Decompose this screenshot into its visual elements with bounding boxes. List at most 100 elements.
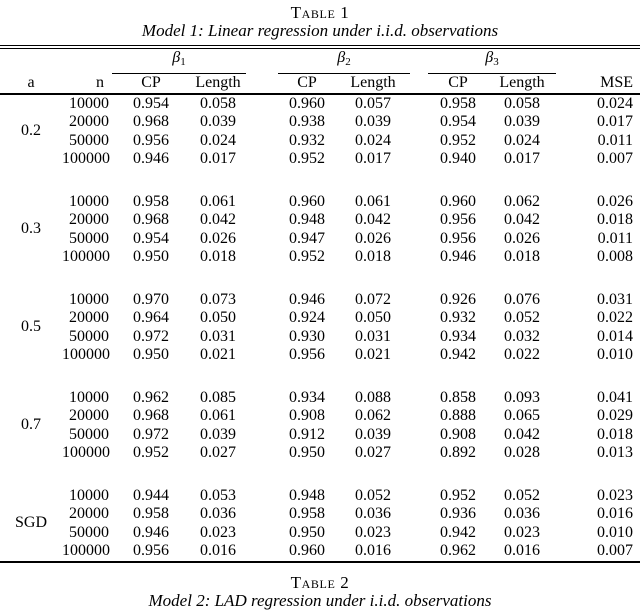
corner-mse-cell	[556, 47, 640, 73]
column-gap	[246, 150, 278, 169]
mse-value: 0.014	[597, 327, 633, 345]
group-label: SGD	[14, 514, 47, 532]
cp-beta3-value: 0.942	[440, 523, 476, 541]
table-row: 20000 0.968 0.039 0.938 0.039 0.954 0.039 0.017	[0, 113, 640, 132]
length-beta1-value: 0.026	[200, 229, 236, 247]
group-header-beta2: β2	[278, 47, 410, 74]
column-gap	[246, 94, 278, 114]
beta2-symbol: β	[337, 49, 346, 66]
n-value: 50000	[69, 523, 109, 541]
cp-beta3-value: 0.858	[440, 388, 476, 406]
column-gap	[246, 487, 278, 506]
table-row: 50000 0.972 0.031 0.930 0.031 0.934 0.032 0.014	[0, 328, 640, 347]
length-beta1-value: 0.061	[200, 192, 236, 210]
length-beta1-value: 0.023	[200, 523, 236, 541]
cp-beta1-value: 0.946	[133, 150, 169, 167]
paper-page: Table 1 Model 1: Linear regression under…	[0, 4, 640, 609]
column-gap	[410, 328, 428, 347]
block-spacer	[0, 365, 640, 389]
n-value: 100000	[62, 444, 110, 461]
cp-beta3-value: 0.962	[440, 542, 476, 559]
group-header-beta1: β1	[112, 47, 246, 74]
table-row: 0.2 10000 0.954 0.058 0.960 0.057 0.958 0.058 0.…	[0, 94, 640, 140]
length-beta2-value: 0.031	[355, 327, 391, 345]
table-row: 0.7 10000 0.962 0.085 0.934 0.088 0.858 0.093 0.…	[0, 388, 640, 434]
table-row: 20000 0.968 0.061 0.908 0.062 0.888 0.065 0.029	[0, 407, 640, 426]
mse-value: 0.007	[597, 150, 633, 167]
table-row: 100000 0.952 0.027 0.950 0.027 0.892 0.028 0.01…	[0, 444, 640, 463]
length-beta2-value: 0.023	[355, 523, 391, 541]
beta3-symbol: β	[485, 49, 494, 66]
cp-beta1-value: 0.972	[133, 327, 169, 345]
n-value: 20000	[69, 407, 109, 424]
table-row: 50000 0.956 0.024 0.932 0.024 0.952 0.024 0.011	[0, 132, 640, 151]
column-gap	[410, 211, 428, 230]
column-gap	[246, 542, 278, 562]
table2-subtitle: Model 2: LAD regression under i.i.d. obs…	[148, 590, 492, 610]
cp-beta3-value: 0.934	[440, 327, 476, 345]
n-value: 50000	[69, 131, 109, 149]
table-row: 20000 0.968 0.042 0.948 0.042 0.956 0.042 0.018	[0, 211, 640, 230]
cp-beta1-value: 0.954	[133, 229, 169, 247]
cp-beta1-value: 0.968	[133, 407, 169, 424]
length-beta2-value: 0.061	[355, 192, 391, 210]
length-beta3-value: 0.023	[504, 523, 540, 541]
cp-beta2-value: 0.952	[289, 150, 325, 167]
column-gap	[246, 346, 278, 365]
length-beta3-value: 0.052	[504, 486, 540, 504]
column-gap	[410, 542, 428, 562]
result-block: SGD 10000 0.944 0.053 0.948 0.052 0.952 0.052 0.…	[0, 487, 640, 562]
block-spacer-cell	[0, 267, 640, 291]
mse-value: 0.024	[597, 94, 633, 112]
cp-beta3-value: 0.956	[440, 211, 476, 228]
block-spacer-cell	[0, 365, 640, 389]
cp-beta1-value: 0.956	[133, 542, 169, 559]
length-beta3-value: 0.093	[504, 388, 540, 406]
n-value: 20000	[69, 505, 109, 522]
mse-value: 0.007	[597, 542, 633, 559]
table1-subtitle: Model 1: Linear regression under i.i.d. …	[141, 21, 499, 40]
column-gap	[410, 113, 428, 132]
column-gap	[410, 248, 428, 267]
table-row: SGD 10000 0.944 0.053 0.948 0.052 0.952 0.052 0.…	[0, 486, 640, 532]
cp-beta1-value: 0.964	[133, 309, 169, 326]
cp-beta2-value: 0.950	[289, 523, 325, 541]
mse-value: 0.029	[597, 407, 633, 424]
table2-caption: Table 2	[290, 572, 350, 592]
table-row: 100000 0.950 0.021 0.956 0.021 0.942 0.022 0.01…	[0, 346, 640, 365]
group-header-row: β1 β2 β3	[0, 47, 640, 74]
length-beta2-value: 0.042	[355, 211, 391, 228]
length-beta3-value: 0.039	[504, 113, 540, 130]
length-beta1-value: 0.018	[200, 248, 236, 265]
length-beta3-value: 0.022	[504, 346, 540, 363]
cp-beta2-value: 0.934	[289, 388, 325, 406]
mse-value: 0.031	[597, 290, 633, 308]
cp-beta3-value: 0.952	[440, 131, 476, 149]
cp-beta2-value: 0.947	[289, 229, 325, 247]
column-gap	[246, 47, 278, 73]
length-beta1-value: 0.050	[200, 309, 236, 326]
column-gap	[246, 132, 278, 151]
length-beta2-value: 0.036	[355, 505, 391, 522]
cp-beta1-value: 0.962	[133, 388, 169, 406]
cp-beta1-value: 0.958	[133, 192, 169, 210]
cp-beta2-value: 0.930	[289, 327, 325, 345]
block-spacer	[0, 267, 640, 291]
result-block: 0.7 10000 0.962 0.085 0.934 0.088 0.858 0.093 0.…	[0, 389, 640, 463]
length-beta3-value: 0.028	[504, 444, 540, 461]
cp-beta2-value: 0.938	[289, 113, 325, 130]
block-spacer-cell	[0, 169, 640, 193]
group-label: 0.7	[21, 416, 41, 434]
n-value: 10000	[69, 94, 109, 112]
length-beta1-value: 0.017	[200, 150, 236, 167]
n-value: 50000	[69, 425, 109, 443]
header-length-beta2: Length	[336, 73, 410, 95]
cp-beta2-value: 0.950	[289, 444, 325, 461]
result-block: 0.3 10000 0.958 0.061 0.960 0.061 0.960 0.062 0.…	[0, 193, 640, 267]
length-beta2-value: 0.027	[355, 444, 391, 461]
length-beta1-value: 0.021	[200, 346, 236, 363]
length-beta2-value: 0.016	[355, 542, 391, 559]
results-table: β1 β2 β3 a n CP Length CP Length CP Leng…	[0, 45, 640, 563]
n-value: 20000	[69, 309, 109, 326]
n-value: 10000	[69, 486, 109, 504]
